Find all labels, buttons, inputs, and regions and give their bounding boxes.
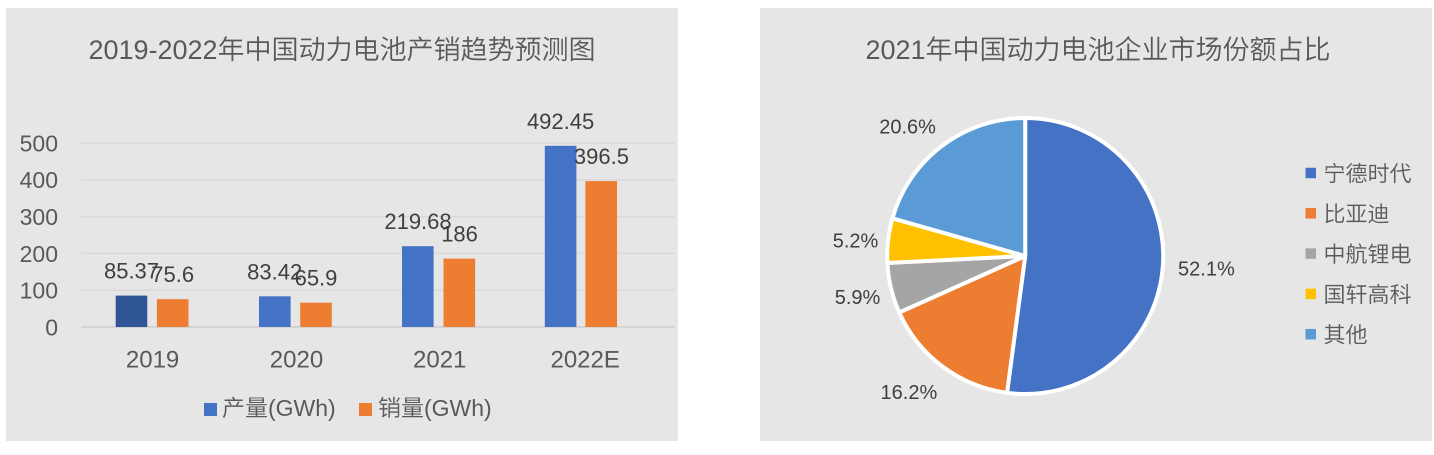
- svg-text:500: 500: [20, 130, 58, 156]
- svg-text:75.6: 75.6: [151, 262, 194, 287]
- svg-text:492.45: 492.45: [527, 109, 594, 134]
- svg-text:186: 186: [441, 222, 478, 247]
- svg-text:(GWh): (GWh): [424, 395, 492, 421]
- svg-text:83.42: 83.42: [247, 259, 302, 284]
- svg-text:2021: 2021: [865, 35, 925, 65]
- svg-text:200: 200: [20, 241, 58, 267]
- svg-text:65.9: 65.9: [295, 266, 338, 291]
- svg-text:300: 300: [20, 204, 58, 230]
- svg-text:85.37: 85.37: [104, 259, 159, 284]
- svg-text:5.9%: 5.9%: [835, 287, 881, 309]
- svg-text:2020: 2020: [270, 346, 323, 373]
- svg-text:5.2%: 5.2%: [833, 230, 879, 252]
- svg-text:52.1%: 52.1%: [1178, 259, 1235, 281]
- svg-text:2022E: 2022E: [550, 346, 619, 373]
- svg-text:2019: 2019: [126, 346, 179, 373]
- svg-text:100: 100: [20, 278, 58, 304]
- svg-text:16.2%: 16.2%: [881, 382, 938, 404]
- svg-text:2019-2022: 2019-2022: [88, 35, 217, 65]
- svg-text:219.68: 219.68: [384, 209, 451, 234]
- svg-text:396.5: 396.5: [574, 144, 629, 169]
- svg-text:0: 0: [45, 314, 58, 340]
- svg-text:20.6%: 20.6%: [879, 117, 936, 139]
- svg-text:2021: 2021: [413, 346, 466, 373]
- svg-text:(GWh): (GWh): [268, 395, 336, 421]
- svg-text:400: 400: [20, 167, 58, 193]
